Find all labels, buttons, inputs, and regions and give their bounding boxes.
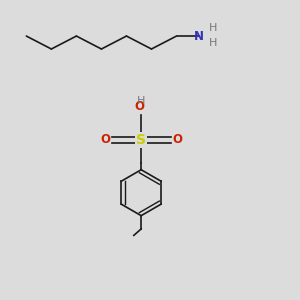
- Text: H: H: [208, 23, 217, 33]
- Text: H: H: [137, 96, 146, 106]
- Text: S: S: [136, 133, 146, 147]
- Text: O: O: [135, 100, 145, 113]
- Text: H: H: [208, 38, 217, 48]
- Text: N: N: [194, 30, 204, 43]
- Text: O: O: [100, 133, 110, 146]
- Text: O: O: [172, 133, 182, 146]
